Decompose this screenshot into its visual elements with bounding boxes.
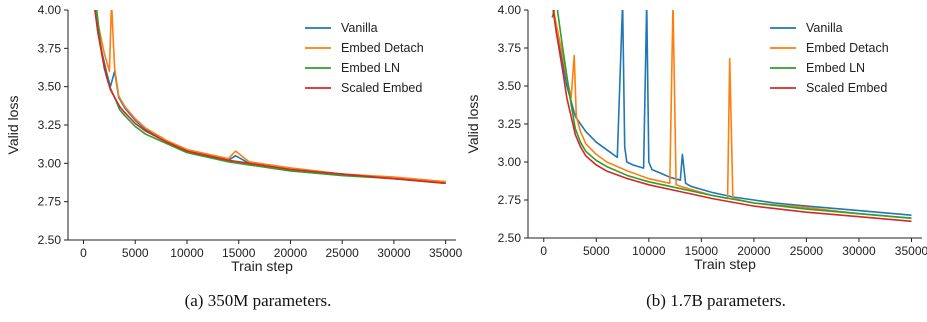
x-tick-label: 35000: [429, 246, 463, 260]
caption-350m: (a) 350M parameters.: [185, 291, 332, 310]
x-tick-label: 0: [80, 246, 87, 260]
chart-1-7b: 2.50 2.75 3.00 3.25 3.50 3.75 4.00 0 5000 10000 15…: [465, 3, 927, 272]
x-tick-label: 35000: [895, 244, 927, 258]
y-tick-label: 3.50: [498, 79, 522, 93]
legend-label-vanilla: Vanilla: [341, 21, 378, 35]
legend-label-embed-detach: Embed Detach: [806, 41, 889, 55]
x-axis-label: Train step: [231, 258, 293, 274]
series-line-embed-ln: [551, 10, 912, 219]
x-tick-label: 25000: [790, 244, 824, 258]
y-tick-label: 2.50: [38, 233, 62, 247]
legend-label-scaled-embed: Scaled Embed: [806, 81, 887, 95]
legend-label-scaled-embed: Scaled Embed: [341, 81, 422, 95]
legend-label-embed-ln: Embed LN: [341, 61, 400, 75]
plot-area: [94, 10, 446, 185]
legend-label-embed-detach: Embed Detach: [341, 41, 424, 55]
x-tick-label: 25000: [325, 246, 359, 260]
series-line-scaled-embed: [552, 10, 912, 223]
x-tick-label: 20000: [274, 246, 308, 260]
y-tick-label: 3.00: [38, 156, 62, 170]
y-tick-label: 3.50: [38, 80, 62, 94]
y-tick-label: 3.25: [498, 117, 522, 131]
y-tick-label: 3.25: [38, 118, 62, 132]
series-line-embed-detach: [94, 10, 446, 183]
x-tick-label: 20000: [737, 244, 771, 258]
x-tick-label: 5000: [583, 244, 610, 258]
x-tick-label: 0: [540, 244, 547, 258]
y-tick-label: 2.50: [498, 231, 522, 245]
y-tick-label: 3.00: [498, 155, 522, 169]
legend: Vanilla Embed Detach Embed LN Scaled Embed: [305, 21, 424, 95]
x-tick-label: 10000: [632, 244, 666, 258]
x-tick-label: 30000: [842, 244, 876, 258]
y-axis-label: Valid loss: [5, 96, 21, 155]
y-axis-label: Valid loss: [465, 95, 481, 154]
legend-label-embed-ln: Embed LN: [806, 61, 865, 75]
x-tick-label: 30000: [377, 246, 411, 260]
chart-350m: 2.50 2.75 3.00 3.25 3.50 3.75 4.00 0 5000 10000 15…: [5, 3, 463, 274]
plot-area: [551, 10, 912, 223]
y-tick-label: 4.00: [38, 3, 62, 17]
series-line-scaled-embed: [94, 10, 446, 185]
x-axis-label: Train step: [694, 256, 756, 272]
y-tick-label: 3.75: [38, 41, 62, 55]
legend: Vanilla Embed Detach Embed LN Scaled Embed: [770, 21, 889, 95]
series-line-embed-detach: [552, 10, 912, 219]
x-tick-label: 15000: [685, 244, 719, 258]
y-tick-label: 3.75: [498, 41, 522, 55]
x-tick-label: 5000: [122, 246, 149, 260]
x-tick-label: 10000: [170, 246, 204, 260]
legend-label-vanilla: Vanilla: [806, 21, 843, 35]
caption-1-7b: (b) 1.7B parameters.: [646, 291, 786, 310]
y-tick-label: 2.75: [498, 193, 522, 207]
y-tick-label: 4.00: [498, 3, 522, 17]
x-tick-label: 15000: [222, 246, 256, 260]
y-tick-label: 2.75: [38, 195, 62, 209]
